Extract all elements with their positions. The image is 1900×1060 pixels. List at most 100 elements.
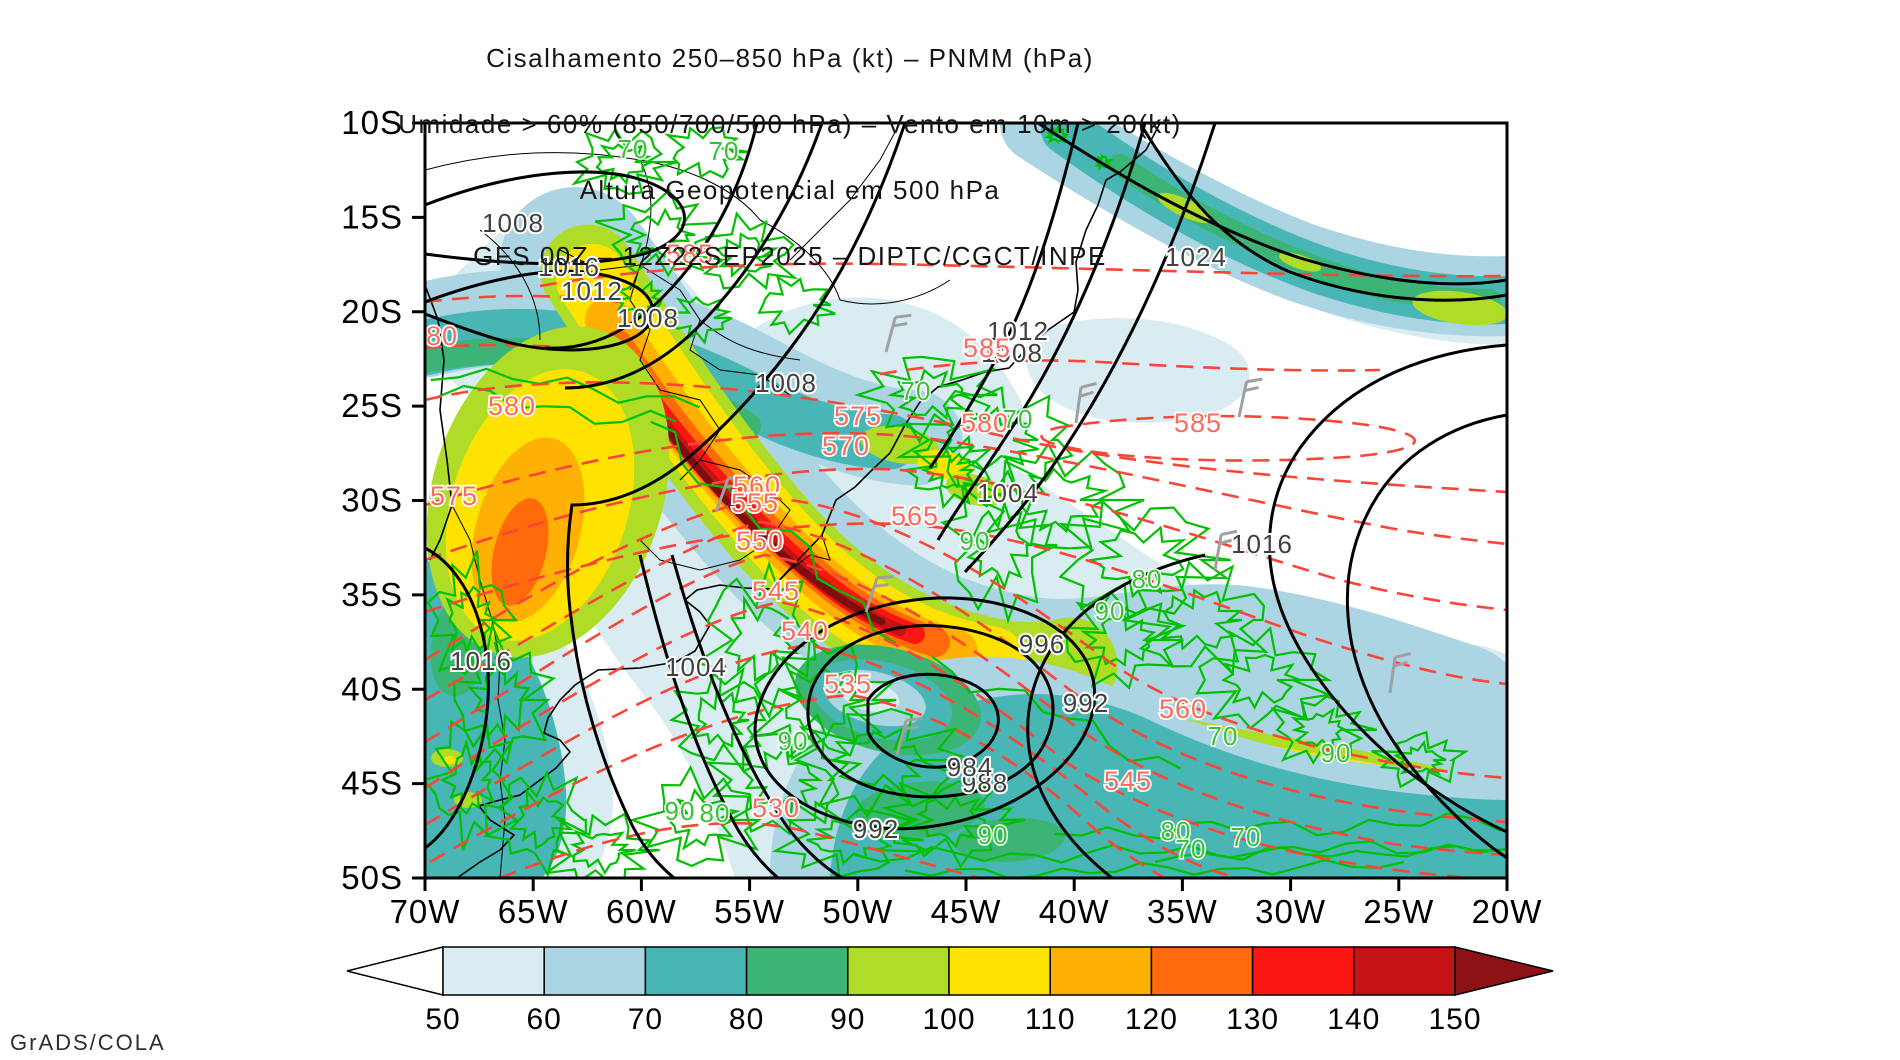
geopotential-label: 575 bbox=[834, 401, 882, 431]
y-tick-label: 45S bbox=[341, 765, 403, 802]
humidity-contours bbox=[425, 124, 1507, 878]
humidity-label: 70 bbox=[618, 134, 649, 164]
title-line-1: Cisalhamento 250–850 hPa (kt) – PNMM (hP… bbox=[486, 43, 1094, 73]
geopotential-label: 585 bbox=[1174, 408, 1222, 438]
colorbar: 50 60 70 80 90 100 110 120 130 140 150 bbox=[346, 946, 1554, 1036]
pressure-label: 1008 bbox=[981, 338, 1043, 368]
geopotential-label: 540 bbox=[781, 616, 829, 646]
pressure-label: 984 bbox=[947, 752, 993, 782]
pressure-label: 1012 bbox=[561, 276, 623, 306]
geopotential-label: 585 bbox=[666, 239, 714, 269]
y-tick-label: 25S bbox=[341, 387, 403, 424]
pressure-label: 1004 bbox=[665, 652, 727, 682]
chart-title-block: Cisalhamento 250–850 hPa (kt) – PNMM (hP… bbox=[0, 3, 1580, 311]
geopotential-label: 580 bbox=[410, 321, 458, 351]
x-tick-label: 30W bbox=[1255, 893, 1326, 930]
y-tick-label: 30S bbox=[341, 482, 403, 519]
colorbar-tick-label: 50 bbox=[425, 1003, 460, 1036]
colorbar-tick-label: 110 bbox=[1025, 1003, 1076, 1036]
map-frame: 70W 65W 60W 55W 50W 45W 40W 35W 30W 25W 20W 10S 15S 2… bbox=[341, 104, 1543, 930]
x-tick-label: 40W bbox=[1039, 893, 1110, 930]
geopotential-label: 545 bbox=[752, 576, 800, 606]
geopotential-label: 545 bbox=[1104, 766, 1152, 796]
pressure-label: 1008 bbox=[755, 368, 817, 398]
x-tick-label: 50W bbox=[822, 893, 893, 930]
pressure-label: 1016 bbox=[538, 252, 600, 282]
colorbar-tick-label: 80 bbox=[729, 1003, 764, 1036]
grads-attribution: GrADS/COLA bbox=[10, 1030, 166, 1055]
humidity-label: 90 bbox=[1321, 738, 1352, 768]
pressure-label: 1012 bbox=[987, 316, 1049, 346]
x-tick-label: 55W bbox=[714, 893, 785, 930]
humidity-label: 80 bbox=[1132, 564, 1163, 594]
colorbar-tick-label: 70 bbox=[628, 1003, 663, 1036]
humidity-label: 80 bbox=[1161, 816, 1192, 846]
y-tick-label: 40S bbox=[341, 670, 403, 707]
humidity-label: 70 bbox=[709, 136, 740, 166]
wind-barb-icon bbox=[1388, 652, 1412, 694]
humidity-label: 90 bbox=[665, 796, 696, 826]
wind-barbs bbox=[714, 313, 1412, 756]
humidity-label: 80 bbox=[700, 798, 731, 828]
x-tick-label: 60W bbox=[606, 893, 677, 930]
humidity-label: 90 bbox=[778, 726, 809, 756]
pressure-label: 1024 bbox=[1165, 242, 1227, 272]
pressure-label: 1016 bbox=[450, 646, 512, 676]
geopotential-label: 580 bbox=[961, 408, 1009, 438]
geopotential-label: 560 bbox=[1159, 694, 1207, 724]
wind-barb-icon bbox=[864, 575, 894, 613]
wind-barb-icon bbox=[1213, 529, 1238, 571]
isobar-contours bbox=[425, 123, 1507, 878]
y-tick-label: 35S bbox=[341, 576, 403, 613]
humidity-label: 70 bbox=[1003, 404, 1034, 434]
wind-barb-icon bbox=[1237, 377, 1263, 418]
geopotential-label: 560 bbox=[733, 471, 781, 501]
y-tick-label: 15S bbox=[341, 198, 403, 235]
pressure-label: 996 bbox=[1019, 629, 1065, 659]
x-tick-label: 65W bbox=[498, 893, 569, 930]
colorbar-below-arrow bbox=[346, 946, 444, 996]
contour-labels: 1008101610121008100810121008102410049969… bbox=[410, 133, 1352, 866]
geopotential-label: 585 bbox=[963, 333, 1011, 363]
y-tick-label: 20S bbox=[341, 293, 403, 330]
colorbar-tick-label: 60 bbox=[527, 1003, 562, 1036]
wind-barb-icon bbox=[714, 476, 745, 513]
colorbar-tick-label: 120 bbox=[1125, 1003, 1178, 1036]
pressure-label: 1004 bbox=[977, 478, 1039, 508]
geopotential-label: 565 bbox=[891, 501, 939, 531]
y-tick-label: 10S bbox=[341, 104, 403, 141]
x-tick-label: 35W bbox=[1147, 893, 1218, 930]
colorbar-tick-label: 150 bbox=[1428, 1003, 1481, 1036]
y-tick-label: 50S bbox=[341, 859, 403, 896]
geopotential-label: 570 bbox=[822, 431, 870, 461]
wind-barb-icon bbox=[1074, 382, 1098, 424]
humidity-label: 70 bbox=[1231, 822, 1262, 852]
humidity-label: 90 bbox=[978, 820, 1009, 850]
pressure-label: 1008 bbox=[617, 303, 679, 333]
humidity-label: 70 bbox=[901, 376, 932, 406]
colorbar-above-arrow bbox=[1454, 946, 1554, 996]
geopotential-label: 550 bbox=[736, 526, 784, 556]
humidity-label: 70 bbox=[1176, 834, 1207, 864]
humidity-label: 90 bbox=[1095, 596, 1126, 626]
geopotential-label: 580 bbox=[488, 391, 536, 421]
pressure-label: 992 bbox=[1063, 688, 1109, 718]
colorbar-tick-label: 130 bbox=[1226, 1003, 1279, 1036]
pressure-label: 1008 bbox=[482, 208, 544, 238]
pressure-label: 992 bbox=[853, 814, 899, 844]
title-line-4: GFS 00Z – 12Z22SEP2025 – DIPTC/CGCT/INPE bbox=[473, 241, 1107, 271]
humidity-label: 70 bbox=[1208, 721, 1239, 751]
x-tick-label: 25W bbox=[1363, 893, 1434, 930]
geopotential-label: 555 bbox=[731, 488, 779, 518]
geopotential-label: 575 bbox=[430, 481, 478, 511]
colorbar-tick-label: 90 bbox=[830, 1003, 865, 1036]
colorbar-tick-label: 100 bbox=[922, 1003, 975, 1036]
colorbar-tick-label: 140 bbox=[1327, 1003, 1380, 1036]
geopotential-label: 535 bbox=[824, 669, 872, 699]
x-tick-label: 70W bbox=[390, 893, 461, 930]
geopotential-label: 530 bbox=[752, 793, 800, 823]
title-line-2: Umidade > 60% (850/700/500 hPa) – Vento … bbox=[398, 109, 1182, 139]
x-tick-label: 20W bbox=[1472, 893, 1543, 930]
